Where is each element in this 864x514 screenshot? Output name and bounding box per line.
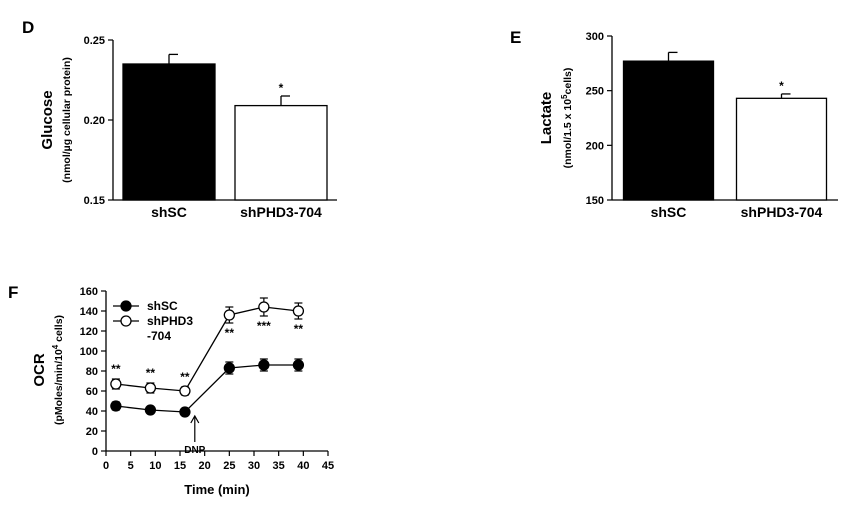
f-x-tick-label: 20 <box>199 460 211 472</box>
f-data-point-series-2 <box>145 383 155 393</box>
panel-e-ylabel-unit-b: cells) <box>562 68 574 95</box>
e-y-tick-label: 200 <box>586 140 604 152</box>
f-legend-label-1: shSC <box>147 299 178 313</box>
f-y-tick-label: 120 <box>80 326 98 338</box>
panel-d-ylabel: Glucose <box>39 90 56 149</box>
f-y-tick-label: 20 <box>86 426 98 438</box>
panel-d-glucose-chart: D Glucose (nmol/µg cellular protein) 0.1… <box>22 18 337 220</box>
panel-e-letter: E <box>510 28 521 47</box>
panel-f-letter: F <box>8 283 18 302</box>
panel-d-ylabel-unit-group: (nmol/µg cellular protein) <box>61 57 73 183</box>
panel-f-ylabel-unit-a: (pMoles/min/10 <box>53 349 65 425</box>
panel-f-ylabel-unit: (pMoles/min/104 cells) <box>51 315 65 425</box>
d-y-tick-label: 0.25 <box>84 35 105 47</box>
f-data-point-series-2 <box>224 310 234 320</box>
f-data-point-series-1 <box>293 360 303 370</box>
f-x-tick-label: 40 <box>297 460 309 472</box>
f-x-tick-label: 30 <box>248 460 260 472</box>
f-data-point-series-1 <box>145 405 155 415</box>
panel-d-ylabel-unit: (nmol/µg cellular protein) <box>61 57 73 183</box>
f-significance-2: ** <box>146 366 156 380</box>
f-x-tick-label: 25 <box>223 460 235 472</box>
panel-f-ylabel-main: OCR <box>31 353 48 387</box>
f-legend-marker-1 <box>121 301 131 311</box>
panel-f-marks: ** ** **** *** **DNP <box>111 298 304 456</box>
f-data-point-series-1 <box>224 363 234 373</box>
f-x-tick-label: 45 <box>322 460 334 472</box>
e-significance-2: * <box>779 79 784 93</box>
f-legend-marker-2 <box>121 316 131 326</box>
f-significance-3: ** <box>180 370 190 384</box>
f-x-tick-label: 0 <box>103 460 109 472</box>
f-y-tick-label: 140 <box>80 306 98 318</box>
panel-e-ylabel-main: Lactate <box>538 92 555 145</box>
panel-d-letter: D <box>22 18 34 37</box>
d-y-tick-label: 0.15 <box>84 195 105 207</box>
f-x-tick-label: 5 <box>128 460 134 472</box>
f-dnp-label: DNP <box>184 445 205 456</box>
e-category-label-2: shPHD3-704 <box>741 204 823 220</box>
f-significance-4: ** <box>225 326 235 340</box>
f-data-point-series-2 <box>293 306 303 316</box>
panel-e-marks: * <box>624 52 827 200</box>
panel-f-ylabel: OCR <box>31 353 48 387</box>
panel-f-ylabel-unit-b: cells) <box>53 315 65 345</box>
f-data-point-series-1 <box>180 407 190 417</box>
panel-e-ylabel-unit: (nmol/1.5 x 105cells) <box>560 68 574 169</box>
d-bar-2 <box>235 106 327 200</box>
f-data-point-series-1 <box>111 401 121 411</box>
panel-f-ocr-chart: F OCR (pMoles/min/104 cells) Time (min) … <box>8 283 334 497</box>
f-series-line-1 <box>116 365 299 412</box>
f-x-tick-label: 15 <box>174 460 186 472</box>
f-y-tick-label: 100 <box>80 346 98 358</box>
f-data-point-series-1 <box>259 360 269 370</box>
d-category-label-1: shSC <box>151 204 187 220</box>
d-significance-2: * <box>279 81 284 95</box>
f-significance-5: *** <box>257 319 271 333</box>
f-data-point-series-2 <box>111 379 121 389</box>
f-series-line-2 <box>116 307 299 391</box>
f-x-tick-label: 10 <box>149 460 161 472</box>
panel-d-marks: * <box>123 54 327 200</box>
f-legend-label-2a: shPHD3 <box>147 314 193 328</box>
f-x-tick-label: 35 <box>273 460 285 472</box>
f-significance-1: ** <box>111 362 121 376</box>
f-y-tick-label: 160 <box>80 286 98 298</box>
e-y-tick-label: 250 <box>586 86 604 98</box>
f-y-tick-label: 80 <box>86 366 98 378</box>
panel-e-ylabel: Lactate <box>538 92 555 145</box>
panel-e-ylabel-unit-group: (nmol/1.5 x 105cells) <box>560 68 574 169</box>
panel-e-ylabel-unit-a: (nmol/1.5 x 10 <box>562 99 574 169</box>
panel-f-ylabel-unit-group: (pMoles/min/104 cells) <box>51 315 65 425</box>
e-bar-2 <box>737 98 827 200</box>
e-bar-1 <box>624 61 714 200</box>
e-y-tick-label: 150 <box>586 195 604 207</box>
panel-d-ylabel-main: Glucose <box>39 90 56 149</box>
f-data-point-series-2 <box>259 302 269 312</box>
d-category-label-2: shPHD3-704 <box>240 204 322 220</box>
panel-e-lactate-chart: E Lactate (nmol/1.5 x 105cells) 150 200 25… <box>510 28 838 220</box>
f-y-tick-label: 60 <box>86 386 98 398</box>
d-bar-1 <box>123 64 215 200</box>
f-y-tick-label: 0 <box>92 446 98 458</box>
d-y-tick-label: 0.20 <box>84 115 105 127</box>
f-significance-6: ** <box>294 322 304 336</box>
f-legend-label-2b: -704 <box>147 329 171 343</box>
panel-f-xlabel: Time (min) <box>184 482 250 497</box>
e-category-label-1: shSC <box>651 204 687 220</box>
f-data-point-series-2 <box>180 386 190 396</box>
e-y-tick-label: 300 <box>586 31 604 43</box>
f-y-tick-label: 40 <box>86 406 98 418</box>
